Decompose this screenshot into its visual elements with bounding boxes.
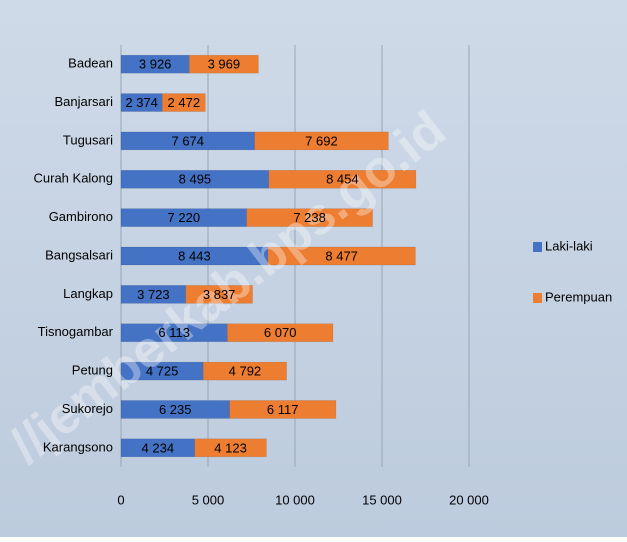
value-label: 4 725: [146, 364, 179, 379]
y-tick-label: Karangsono: [43, 439, 113, 454]
y-tick-label: Badean: [68, 56, 113, 71]
bar-segment: [162, 93, 206, 112]
value-label: 7 674: [171, 133, 204, 148]
bar-segment: [268, 170, 417, 189]
value-label: 8 443: [178, 248, 211, 263]
bar-segment: [185, 285, 253, 304]
bar-segment: [202, 361, 287, 381]
value-label: 6 235: [159, 402, 192, 417]
x-tick-label: 20 000: [449, 492, 489, 507]
value-label: 8 477: [325, 248, 358, 263]
value-label: 8 454: [326, 172, 359, 187]
y-tick-label: Tisnogambar: [38, 324, 114, 339]
value-label: 4 123: [214, 440, 247, 455]
legend-label: Perempuan: [545, 289, 612, 304]
bar-segment: [254, 131, 389, 151]
bar-segment: [189, 54, 259, 74]
value-label: 6 070: [264, 325, 297, 340]
y-tick-label: Langkap: [63, 286, 113, 301]
value-label: 7 692: [305, 133, 338, 148]
bar-segment: [267, 246, 416, 266]
value-label: 3 969: [208, 57, 241, 72]
value-label: 4 792: [229, 364, 262, 379]
x-tick-label: 5 000: [192, 492, 225, 507]
legend-label: Laki-laki: [545, 238, 593, 253]
value-label: 8 495: [179, 172, 212, 187]
value-label: 3 723: [137, 287, 170, 302]
value-label: 2 472: [168, 95, 201, 110]
legend-swatch: [533, 293, 542, 303]
value-label: 4 234: [142, 440, 175, 455]
value-label: 3 926: [139, 57, 172, 72]
value-label: 6 113: [158, 325, 190, 340]
bar-segment: [120, 208, 247, 227]
value-label: 2 374: [125, 95, 158, 110]
bar-segment: [227, 323, 334, 342]
y-tick-label: Gambirono: [49, 209, 113, 224]
y-tick-label: Curah Kalong: [34, 171, 114, 186]
y-tick-label: Petung: [72, 363, 113, 378]
x-tick-label: 10 000: [275, 492, 315, 507]
y-tick-label: Tugusari: [63, 132, 113, 147]
bar-segment: [246, 208, 373, 227]
legend-swatch: [533, 242, 542, 252]
y-tick-label: Bangsalsari: [45, 247, 113, 262]
value-label: 7 220: [168, 210, 201, 225]
value-label: 6 117: [267, 402, 299, 417]
bar-segment: [229, 400, 337, 419]
y-tick-label: Banjarsari: [54, 94, 113, 109]
x-tick-label: 15 000: [362, 492, 402, 507]
y-tick-label: Sukorejo: [62, 401, 113, 416]
x-tick-label: 0: [117, 492, 124, 507]
bar-segment: [194, 438, 267, 458]
value-label: 7 238: [293, 210, 326, 225]
value-label: 3 837: [203, 287, 236, 302]
bars: [120, 54, 417, 458]
